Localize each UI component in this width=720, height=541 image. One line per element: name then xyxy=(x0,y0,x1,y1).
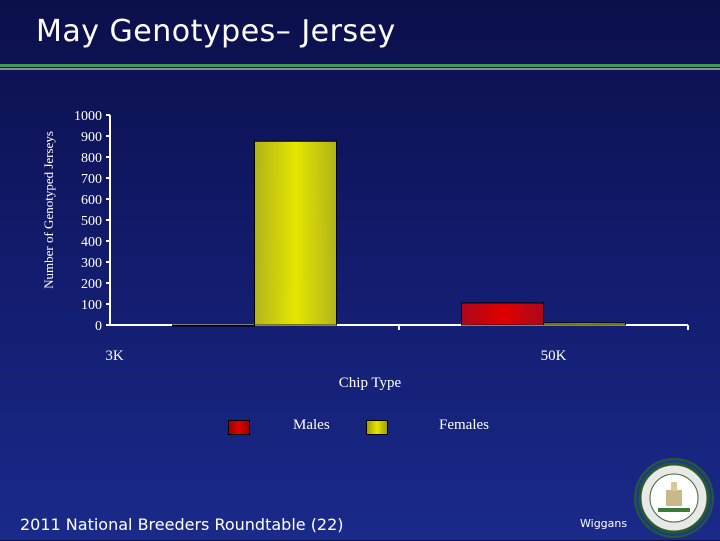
y-tick-label: 900 xyxy=(81,130,102,145)
y-tick-label: 200 xyxy=(81,277,102,292)
x-axis-label: Chip Type xyxy=(339,375,402,391)
x-tick-label: 50K xyxy=(541,348,567,364)
legend-label-females: Females xyxy=(439,417,489,433)
page-title: May Genotypes– Jersey xyxy=(36,14,396,49)
x-tick-label: 3K xyxy=(105,348,124,364)
legend-swatch-females xyxy=(366,420,388,435)
footer-author: Wiggans xyxy=(580,517,628,530)
bar-females-50k xyxy=(543,322,626,326)
y-tick-label: 500 xyxy=(81,214,102,229)
bar-females-3k xyxy=(254,140,337,326)
legend-swatch-males xyxy=(228,420,250,435)
bar-chart: Number of Genotyped Jerseys Chip Type 0 1… xyxy=(41,109,626,391)
y-tick-label: 1000 xyxy=(74,109,102,124)
legend-label-males: Males xyxy=(293,417,330,433)
y-tick-label: 600 xyxy=(81,193,102,208)
y-axis-label: Number of Genotyped Jerseys xyxy=(41,131,56,289)
bar-males-50k xyxy=(461,302,544,326)
y-tick-label: 400 xyxy=(81,235,102,250)
bar-males-3k xyxy=(172,324,255,327)
y-tick-label: 100 xyxy=(81,298,102,313)
y-tick-label: 0 xyxy=(95,319,102,334)
title-divider xyxy=(0,64,720,67)
y-tick-label: 300 xyxy=(81,256,102,271)
footer-citation: 2011 National Breeders Roundtable (22) xyxy=(20,515,344,534)
seal-graphic xyxy=(638,462,710,534)
y-tick-label: 700 xyxy=(81,172,102,187)
usda-aipl-logo xyxy=(634,458,714,538)
title-divider-shadow xyxy=(0,68,720,70)
y-tick-label: 800 xyxy=(81,151,102,166)
